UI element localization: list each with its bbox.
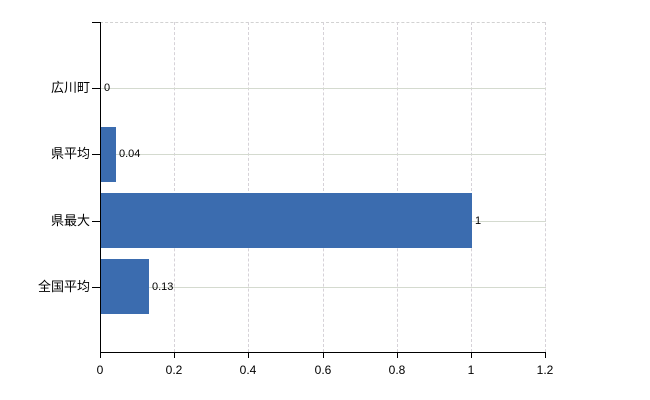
- value-label: 0.04: [119, 148, 141, 160]
- gridline-vertical: [174, 22, 175, 352]
- y-axis-tick: [92, 154, 100, 155]
- gridline-vertical: [248, 22, 249, 352]
- y-axis-tick: [92, 88, 100, 89]
- category-label: 広川町: [50, 80, 90, 95]
- x-axis-line: [100, 352, 546, 353]
- x-axis-tick: [100, 353, 101, 358]
- gridline-horizontal: [101, 154, 546, 155]
- x-axis-tick-label: 0.4: [239, 363, 257, 377]
- x-axis-tick-label: 1.2: [536, 363, 554, 377]
- y-axis-tick: [92, 22, 100, 23]
- gridline-vertical: [323, 22, 324, 352]
- category-label: 県平均: [50, 146, 90, 161]
- x-axis-tick-label: 0.6: [314, 363, 332, 377]
- x-axis-tick-label: 1: [467, 363, 475, 377]
- gridline-vertical: [397, 22, 398, 352]
- gridline-horizontal: [101, 287, 546, 288]
- x-axis-tick: [545, 353, 546, 358]
- value-label: 1: [475, 215, 482, 227]
- x-axis-tick: [323, 353, 324, 358]
- x-axis-tick: [248, 353, 249, 358]
- gridline-vertical: [545, 22, 546, 352]
- bar-県平均: [101, 127, 116, 182]
- gridline-horizontal-top: [100, 22, 545, 23]
- x-axis-tick-label: 0.2: [165, 363, 183, 377]
- bar-県最大: [101, 193, 472, 248]
- value-label: 0.13: [152, 281, 174, 293]
- category-label: 全国平均: [37, 279, 90, 294]
- value-label: 0: [104, 82, 111, 94]
- gridline-vertical: [471, 22, 472, 352]
- y-axis-tick: [92, 221, 100, 222]
- x-axis-tick-label: 0: [96, 363, 104, 377]
- x-axis-tick: [174, 353, 175, 358]
- category-label: 県最大: [50, 213, 90, 228]
- gridline-horizontal: [101, 88, 546, 89]
- y-axis-line: [100, 22, 101, 353]
- bar-全国平均: [101, 259, 149, 314]
- y-axis-tick: [92, 287, 100, 288]
- x-axis-tick-label: 0.8: [388, 363, 406, 377]
- x-axis-tick: [471, 353, 472, 358]
- x-axis-tick: [397, 353, 398, 358]
